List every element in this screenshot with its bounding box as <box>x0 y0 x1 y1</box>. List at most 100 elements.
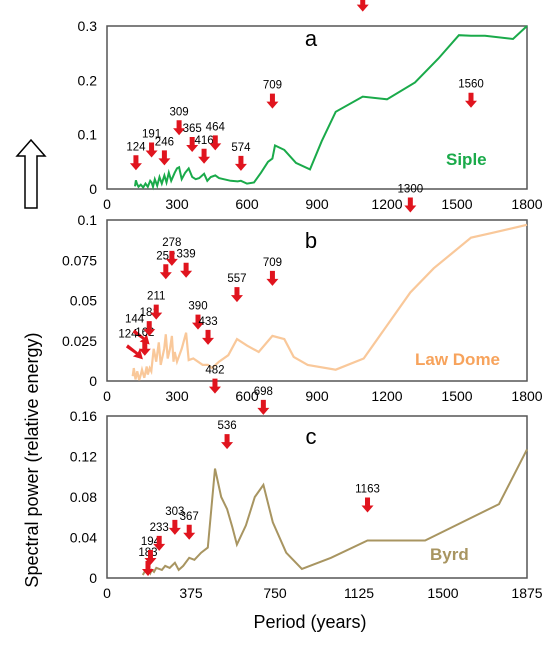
up-arrow-icon <box>15 138 47 209</box>
annotation-label: 144 <box>125 314 145 326</box>
panel-letter: b <box>305 228 317 253</box>
x-tick-label: 1125 <box>344 585 374 601</box>
y-tick-label: 0 <box>89 570 97 586</box>
x-tick-label: 900 <box>305 388 329 404</box>
plot-frame <box>106 415 528 579</box>
y-tick-label: 0 <box>89 181 97 197</box>
annotation-1300: 1300 <box>398 183 424 213</box>
annotation-label: 233 <box>150 522 169 534</box>
red-arrow-icon <box>180 262 193 278</box>
annotation-433: 433 <box>198 316 218 345</box>
y-tick-label: 0.04 <box>70 530 97 546</box>
annotation-label: 124 <box>126 141 146 153</box>
x-tick-labels: 0 300 600 900 1200 1500 1800 <box>103 388 543 404</box>
annotation-label: 124 <box>118 328 138 340</box>
red-arrow-icon <box>356 0 369 12</box>
x-axis-label: Period (years) <box>253 612 366 632</box>
annotation-label: 211 <box>147 291 165 303</box>
series-line-law-dome <box>131 223 528 381</box>
y-axis-label: Spectral power (relative energy) <box>22 332 42 587</box>
annotation-label: 709 <box>263 257 282 269</box>
red-arrow-icon <box>230 287 243 303</box>
annotation-124: 124 <box>126 141 146 171</box>
annotation-464: 464 <box>206 121 226 151</box>
red-arrow-icon <box>266 93 279 109</box>
y-tick-label: 0.3 <box>78 18 98 34</box>
annotation-574: 574 <box>231 142 251 171</box>
red-arrow-icon <box>266 270 279 286</box>
annotation-365: 365 <box>183 123 202 153</box>
panel-letter: c <box>306 424 317 449</box>
annotation-191: 191 <box>142 128 161 158</box>
red-arrow-icon <box>153 535 166 551</box>
site-label: Law Dome <box>415 350 500 369</box>
annotation-367: 367 <box>180 511 199 540</box>
plot-frame <box>106 219 528 382</box>
annotation-label: 574 <box>231 142 251 154</box>
y-tick-labels: 0 0.025 0.05 0.075 0.1 <box>62 212 97 389</box>
annotation-label: 309 <box>170 106 189 118</box>
x-tick-label: 0 <box>103 585 111 601</box>
annotation-label: 709 <box>263 80 282 92</box>
annotation-label: 339 <box>177 249 196 261</box>
red-arrow-icon <box>138 340 151 356</box>
y-tick-labels: 0 0.1 0.2 0.3 <box>78 18 98 197</box>
annotation-309: 309 <box>170 106 189 136</box>
x-tick-label: 1500 <box>427 585 458 601</box>
red-arrow-icon <box>202 329 215 345</box>
red-arrow-icon <box>361 497 374 513</box>
annotation-278: 278 <box>162 237 181 266</box>
x-tick-label: 0 <box>103 196 111 212</box>
red-arrow-icon <box>404 197 417 213</box>
red-arrow-icon <box>165 250 178 266</box>
red-arrow-icon <box>257 399 270 415</box>
red-arrow-icon <box>159 264 172 280</box>
red-arrow-icon <box>143 321 156 337</box>
annotation-709: 709 <box>263 257 282 286</box>
plot-frame <box>106 25 528 190</box>
panel-a-siple: 0 0.1 0.2 0.3 0 300 600 900 1200 1500 1800 124191… <box>78 0 543 212</box>
red-arrow-icon <box>465 92 477 108</box>
y-tick-label: 0.2 <box>78 72 98 88</box>
annotation-124: 124 <box>118 328 143 360</box>
red-arrow-icon <box>144 549 157 565</box>
annotation-303: 303 <box>165 506 184 535</box>
x-tick-label: 1500 <box>441 196 472 212</box>
y-tick-label: 0 <box>89 373 97 389</box>
annotation-label: 482 <box>205 365 224 377</box>
x-tick-label: 300 <box>165 196 189 212</box>
site-label: Byrd <box>430 545 469 564</box>
x-tick-label: 750 <box>263 585 287 601</box>
annotation-536: 536 <box>217 420 237 450</box>
annotation-label: 1560 <box>458 79 484 91</box>
y-tick-labels: 0 0.04 0.08 0.12 0.16 <box>70 408 97 586</box>
site-label: Siple <box>446 150 487 169</box>
x-tick-label: 1875 <box>511 585 542 601</box>
red-arrow-icon <box>234 155 247 171</box>
period-annotations: 1831942333033674825366981163 <box>138 365 380 576</box>
y-tick-label: 0.1 <box>78 127 98 143</box>
annotation-1163: 1163 <box>355 484 380 513</box>
red-arrow-icon <box>173 120 186 136</box>
red-arrow-icon <box>168 519 181 535</box>
y-tick-label: 0.025 <box>62 333 97 349</box>
annotation-label: 464 <box>206 121 226 133</box>
red-arrow-icon <box>183 524 196 540</box>
y-axis-label-group: Spectral power (relative energy) <box>15 138 47 588</box>
annotation-label: 433 <box>198 316 217 328</box>
y-tick-label: 0.08 <box>70 489 97 505</box>
period-annotations: 12419124630936541646457470910961508 <box>126 0 369 171</box>
x-tick-label: 300 <box>165 388 189 404</box>
annotation-label: 1300 <box>398 183 424 195</box>
red-arrow-icon <box>129 155 142 171</box>
annotation-709: 709 <box>263 80 282 109</box>
red-arrow-icon <box>158 150 171 166</box>
panel-letter: a <box>305 26 318 51</box>
annotation-416: 416 <box>194 135 214 164</box>
annotation-label: 390 <box>188 301 207 313</box>
annotation-233: 233 <box>150 522 169 551</box>
red-arrow-icon <box>198 148 211 164</box>
red-arrow-icon <box>145 142 158 158</box>
annotation-label: 416 <box>194 135 213 147</box>
